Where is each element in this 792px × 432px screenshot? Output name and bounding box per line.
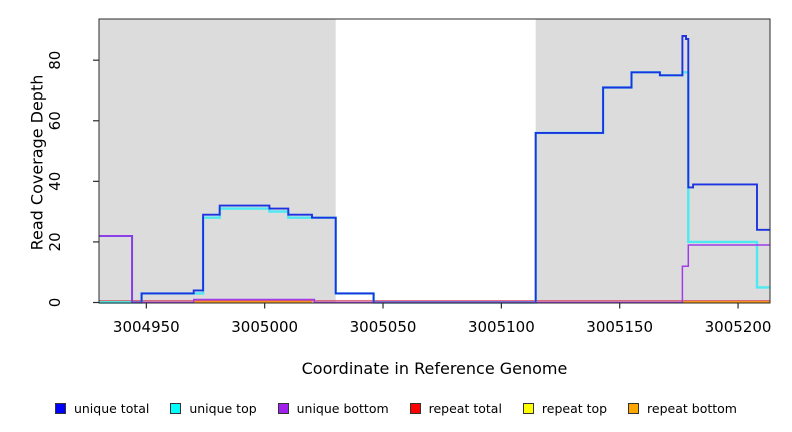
legend-label: unique total bbox=[73, 400, 150, 416]
plot-box bbox=[98, 18, 771, 304]
series-unique-bottom bbox=[99, 235, 770, 304]
y-tick-label: 20 bbox=[46, 232, 64, 251]
series-unique-total bbox=[99, 35, 770, 304]
legend: unique total unique top unique bottom repea… bbox=[0, 396, 792, 420]
legend-swatch bbox=[522, 402, 534, 414]
legend-item-unique-bottom: unique bottom bbox=[277, 400, 389, 416]
legend-label: repeat top bbox=[541, 400, 608, 416]
legend-label: unique top bbox=[189, 400, 257, 416]
legend-item-unique-top: unique top bbox=[170, 400, 257, 416]
legend-swatch bbox=[54, 402, 66, 414]
y-tick-label: 0 bbox=[46, 298, 64, 308]
x-tick-label: 3005050 bbox=[350, 318, 417, 336]
y-tick-label: 40 bbox=[46, 172, 64, 191]
x-tick-label: 3005150 bbox=[586, 318, 653, 336]
y-tick-label: 80 bbox=[46, 51, 64, 70]
y-tick-label: 60 bbox=[46, 111, 64, 130]
legend-item-repeat-bottom: repeat bottom bbox=[628, 401, 737, 416]
legend-item-repeat-total: repeat total bbox=[409, 400, 502, 416]
legend-swatch bbox=[628, 402, 640, 414]
plot-canvas: 3004950 3005000 3005050 3005100 3005150 30052… bbox=[46, 18, 772, 336]
legend-label: repeat bottom bbox=[647, 400, 737, 416]
legend-swatch bbox=[170, 402, 182, 414]
x-tick-label: 3004950 bbox=[113, 318, 180, 336]
shaded-region bbox=[535, 19, 770, 303]
x-tick-label: 3005100 bbox=[468, 318, 535, 336]
shaded-region bbox=[99, 19, 336, 303]
legend-label: repeat total bbox=[428, 400, 502, 416]
y-axis-label: Read Coverage Depth bbox=[27, 74, 47, 251]
x-tick-label: 3005200 bbox=[705, 318, 772, 336]
legend-swatch bbox=[409, 402, 421, 414]
legend-swatch bbox=[277, 402, 289, 414]
x-axis-label: Coordinate in Reference Genome bbox=[301, 359, 568, 378]
legend-item-repeat-top: repeat top bbox=[522, 400, 608, 416]
x-tick-label: 3005000 bbox=[231, 318, 298, 336]
legend-label: unique bottom bbox=[296, 400, 389, 416]
legend-item-unique-total: unique total bbox=[54, 400, 150, 416]
